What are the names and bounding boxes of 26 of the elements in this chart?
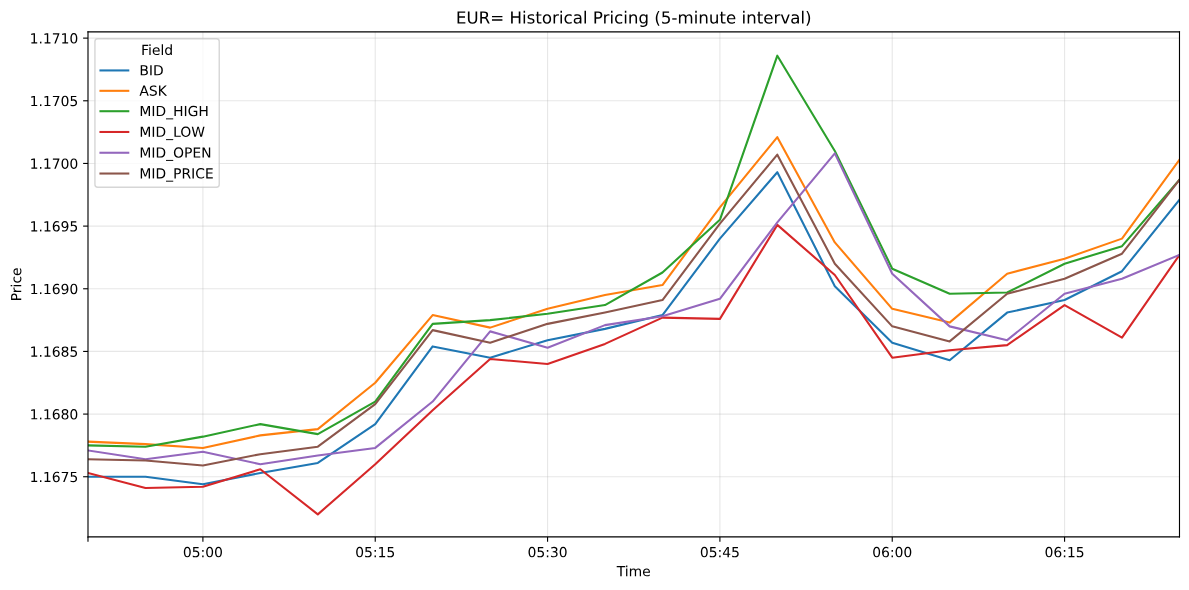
y-tick-label: 1.1685 bbox=[31, 346, 78, 357]
y-tick-label: 1.1675 bbox=[31, 471, 78, 483]
legend-label: MID_OPEN bbox=[140, 147, 211, 161]
y-tick-label: 1.1705 bbox=[31, 95, 78, 107]
x-tick-label: 05:30 bbox=[528, 546, 567, 558]
line-series bbox=[87, 223, 1180, 516]
x-tick-label: 05:00 bbox=[183, 546, 222, 558]
line-series bbox=[87, 54, 1180, 448]
x-tick-label: 05:15 bbox=[356, 546, 395, 558]
legend-label: MID_HIGH bbox=[140, 105, 208, 120]
y-tick-label: 1.1690 bbox=[31, 283, 78, 295]
legend-label: MID_LOW bbox=[140, 126, 205, 141]
y-tick-label: 1.1695 bbox=[31, 221, 78, 232]
y-axis-title: Price bbox=[10, 268, 22, 300]
legend-label: MID_PRICE bbox=[140, 168, 213, 182]
y-tick-label: 1.1680 bbox=[31, 409, 78, 420]
y-tick-label: 1.1700 bbox=[31, 158, 78, 169]
y-tick-label: 1.1710 bbox=[31, 33, 78, 44]
legend-title: Field bbox=[142, 44, 172, 56]
x-tick-label: 06:15 bbox=[1045, 546, 1084, 558]
chart-title: EUR= Historical Pricing (5-minute interval) bbox=[457, 10, 811, 27]
legend-label: ASK bbox=[139, 85, 168, 96]
x-tick-label: 05:45 bbox=[700, 546, 739, 558]
legend-label: BID bbox=[140, 65, 163, 76]
x-tick-label: 06:00 bbox=[873, 546, 912, 558]
x-axis-title: Time bbox=[616, 565, 650, 577]
